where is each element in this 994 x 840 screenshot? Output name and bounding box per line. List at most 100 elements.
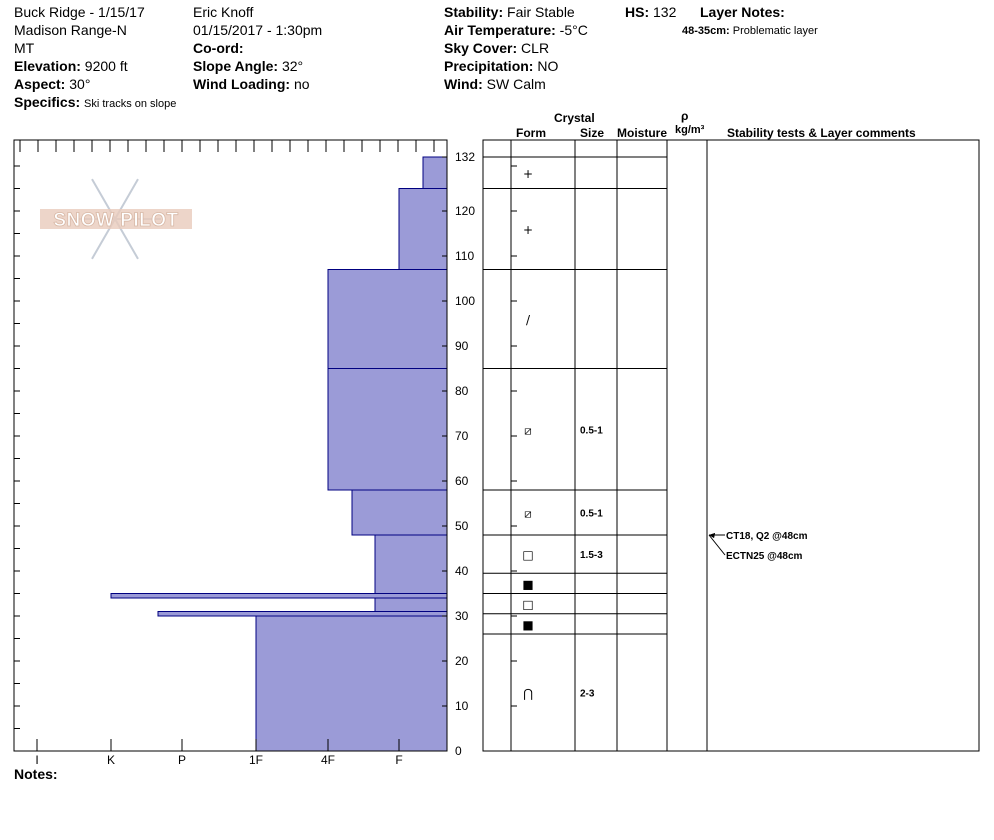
wind-row: Wind: SW Calm — [444, 76, 546, 92]
sky-label: Sky Cover: — [444, 40, 518, 56]
wind-value: SW Calm — [486, 76, 546, 92]
elevation-label: Elevation: — [14, 58, 81, 74]
crystal-form-symbol: + — [523, 167, 533, 181]
state: MT — [14, 40, 35, 56]
hs-row: HS: 132 — [625, 4, 676, 20]
depth-tick-label: 0 — [455, 744, 462, 758]
hardness-bar — [327, 269, 448, 369]
crystal-form-symbol: ⧄ — [524, 423, 532, 437]
depth-tick-label: 120 — [455, 204, 475, 218]
elevation-value: 9200 ft — [84, 58, 128, 74]
depth-tick-label: 40 — [455, 564, 469, 578]
layer-notes-label: Layer Notes: — [700, 4, 785, 20]
hardness-bar — [255, 615, 448, 752]
crystal-form-symbol: ■ — [522, 618, 533, 632]
hardness-bar — [351, 489, 448, 536]
crystal-form-symbol: ■ — [522, 577, 533, 591]
hardness-tick-label: K — [107, 753, 115, 767]
depth-tick-label: 10 — [455, 699, 469, 713]
layer-note: 48-35cm: Problematic layer — [682, 23, 818, 39]
coord-label: Co-ord: — [193, 40, 244, 56]
crystal-size: 2-3 — [580, 689, 595, 700]
density-unit-header: kg/m³ — [675, 124, 705, 136]
hardness-tick-label: 1F — [249, 753, 263, 767]
depth-tick-label: 70 — [455, 429, 469, 443]
sky-row: Sky Cover: CLR — [444, 40, 549, 56]
hardness-tick-label: I — [35, 753, 38, 767]
precip-value: NO — [537, 58, 559, 74]
slope-row: Slope Angle: 32° — [193, 58, 303, 74]
stability-test-text: CT18, Q2 @48cm — [726, 531, 808, 542]
rho-header: ρ — [681, 109, 689, 123]
aspect-label: Aspect: — [14, 76, 66, 92]
crystal-form-symbol: □ — [522, 548, 533, 562]
hardness-bar — [374, 597, 448, 612]
hardness-bar — [110, 593, 448, 599]
depth-tick-label: 110 — [455, 249, 474, 263]
hardness-plot-frame — [13, 139, 448, 752]
air-temp-row: Air Temperature: -5°C — [444, 22, 588, 38]
size-header: Size — [580, 126, 605, 140]
observer: Eric Knoff — [193, 4, 254, 20]
sky-value: CLR — [521, 40, 550, 56]
aspect-row: Aspect: 30° — [14, 76, 90, 92]
hardness-tick-label: F — [395, 753, 402, 767]
slope-value: 32° — [281, 58, 304, 74]
logo-banner — [40, 209, 192, 229]
hardness-bar — [157, 611, 448, 617]
layer-note-text: Problematic layer — [732, 25, 818, 37]
hardness-bar — [374, 534, 448, 594]
hs-value: 132 — [653, 4, 677, 20]
depth-tick-label: 60 — [455, 474, 469, 488]
wind-loading-value: no — [293, 76, 310, 92]
comments-header: Stability tests & Layer comments — [727, 126, 916, 140]
stability-value: Fair Stable — [507, 4, 575, 20]
hs-label: HS: — [625, 4, 650, 20]
specifics-value: Ski tracks on slope — [84, 98, 177, 110]
stability-row: Stability: Fair Stable — [444, 4, 575, 20]
hardness-tick-label: 4F — [321, 753, 335, 767]
crystal-form-symbol: ⧄ — [524, 507, 532, 521]
form-header: Form — [516, 126, 546, 140]
depth-tick-label: 80 — [455, 384, 469, 398]
aspect-value: 30° — [69, 76, 91, 92]
location: Buck Ridge - 1/15/17 — [14, 4, 145, 20]
stability-test-text: ECTN25 @48cm — [726, 551, 803, 562]
layer-table-frame — [482, 139, 980, 752]
crystal-form-symbol: □ — [522, 598, 533, 612]
air-temp-label: Air Temperature: — [444, 22, 556, 38]
depth-tick-label: 50 — [455, 519, 469, 533]
wind-loading-label: Wind Loading: — [193, 76, 291, 92]
slope-label: Slope Angle: — [193, 58, 279, 74]
moisture-header: Moisture — [617, 126, 668, 140]
notes-label: Notes: — [14, 766, 58, 782]
depth-tick-label: 90 — [455, 339, 469, 353]
elevation-row: Elevation: 9200 ft — [14, 58, 128, 74]
crystal-size: 1.5-3 — [580, 550, 603, 561]
test-arrow-head — [709, 533, 715, 538]
depth-tick-label: 30 — [455, 609, 469, 623]
crystal-form-symbol: / — [526, 313, 531, 327]
crystal-size: 0.5-1 — [580, 425, 603, 436]
crystal-form-symbol: + — [523, 223, 533, 237]
crystal-size: 0.5-1 — [580, 509, 603, 520]
depth-tick-label: 20 — [455, 654, 469, 668]
stability-label: Stability: — [444, 4, 504, 20]
wind-loading-row: Wind Loading: no — [193, 76, 310, 92]
air-temp-value: -5°C — [559, 22, 588, 38]
hardness-bar — [398, 188, 448, 270]
crystal-form-symbol: ⋂ — [523, 687, 533, 701]
depth-tick-label: 100 — [455, 294, 475, 308]
test-arrow — [708, 534, 726, 556]
date-time: 01/15/2017 - 1:30pm — [193, 22, 323, 38]
hardness-bar — [422, 156, 448, 189]
layer-note-range: 48-35cm: — [682, 25, 730, 37]
precip-row: Precipitation: NO — [444, 58, 558, 74]
hardness-tick-label: P — [178, 753, 186, 767]
mountain-range: Madison Range-N — [14, 22, 127, 38]
depth-tick-label: 132 — [455, 150, 475, 164]
hardness-bar — [327, 368, 448, 491]
specifics-label: Specifics: — [14, 94, 81, 110]
specifics-row: Specifics: Ski tracks on slope — [14, 94, 176, 112]
